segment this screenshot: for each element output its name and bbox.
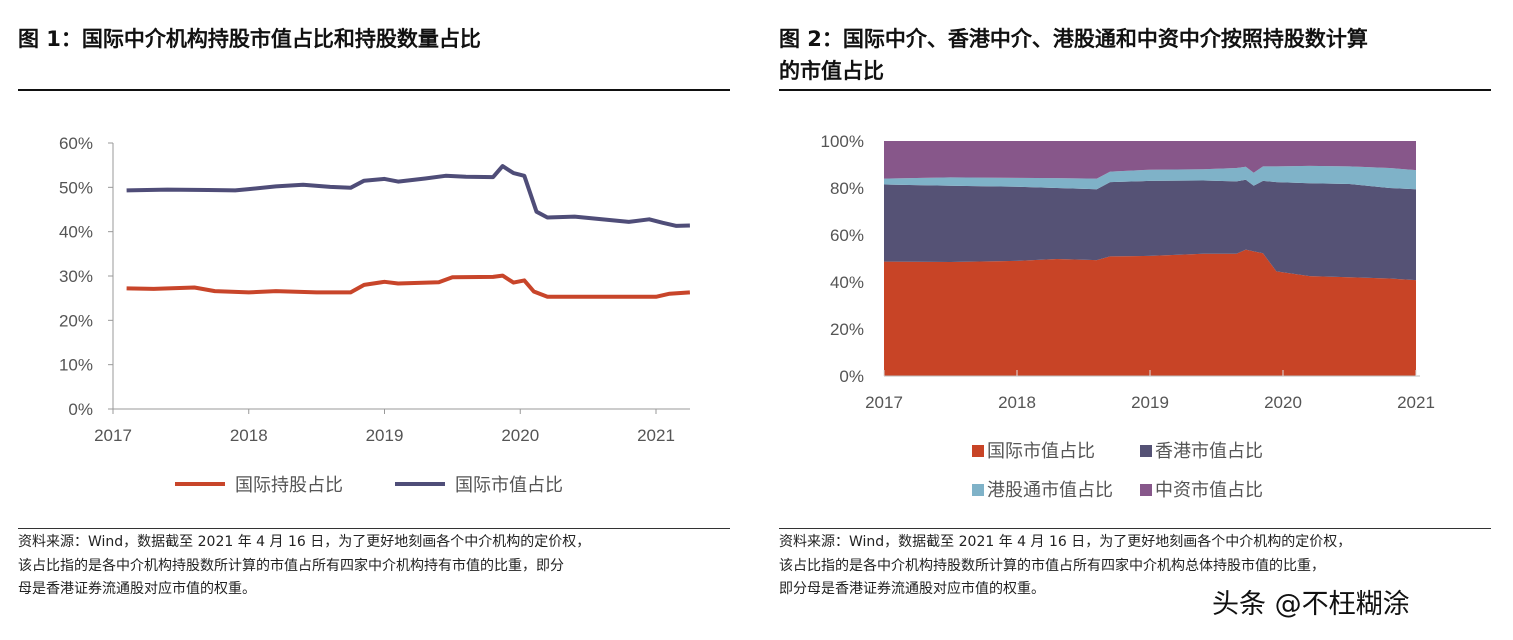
- x-tick-label: 2020: [1264, 393, 1302, 412]
- y-tick-label: 60%: [59, 134, 93, 153]
- legend-swatch: [1140, 445, 1152, 457]
- figure-2-top-rule: [779, 89, 1491, 91]
- y-tick-label: 60%: [830, 226, 864, 245]
- source-line: 母是香港证券流通股对应市值的权重。: [18, 581, 256, 597]
- x-tick-label: 2018: [998, 393, 1036, 412]
- x-tick-label: 2020: [501, 426, 539, 445]
- series-line-market-value: [126, 164, 690, 228]
- y-tick-label: 0%: [68, 400, 93, 419]
- figure-1-source: 资料来源：Wind，数据截至 2021 年 4 月 16 日，为了更好地刻画各个…: [18, 531, 590, 602]
- x-tick-label: 2019: [366, 426, 404, 445]
- figure-2-bottom-rule: [779, 528, 1491, 529]
- y-tick-label: 0%: [839, 367, 864, 386]
- y-tick-label: 100%: [821, 132, 864, 151]
- y-tick-label: 10%: [59, 356, 93, 375]
- figure-2-title-line-1: 图 2：国际中介、香港中介、港股通和中资中介按照持股数计算: [779, 27, 1368, 51]
- area-series-2: [884, 165, 1416, 190]
- figure-1-bottom-rule: [18, 528, 730, 529]
- x-tick-label: 2017: [94, 426, 132, 445]
- chart-1: 0% 10% 20% 30% 40% 50% 60% 2017 2018 2019 2020 2021…: [59, 134, 691, 496]
- source-line: 该占比指的是各中介机构持股数所计算的市值占所有四家中介机构总体持股市值的比重，: [779, 557, 1325, 574]
- y-tick-label: 30%: [59, 267, 93, 286]
- legend-swatch: [972, 484, 984, 496]
- legend-swatch: [1140, 484, 1152, 496]
- area-series-1: [884, 179, 1416, 281]
- figure-1-title: 图 1：国际中介机构持股市值占比和持股数量占比: [18, 27, 481, 51]
- legend-label: 国际市值占比: [455, 475, 563, 496]
- legend-label: 国际市值占比: [987, 441, 1095, 462]
- source-line: 资料来源：Wind，数据截至 2021 年 4 月 16 日，为了更好地刻画各个…: [18, 534, 591, 550]
- y-tick-label: 40%: [59, 223, 93, 242]
- x-tick-label: 2019: [1131, 393, 1169, 412]
- area-series-3: [884, 141, 1416, 179]
- source-line: 该占比指的是各中介机构持股数所计算的市值占所有四家中介机构持有市值的比重，即分: [18, 557, 564, 574]
- figure-2-title-line-2: 的市值占比: [779, 59, 884, 83]
- legend-label: 香港市值占比: [1155, 441, 1263, 462]
- figure-2-source: 资料来源：Wind，数据截至 2021 年 4 月 16 日，为了更好地刻画各个…: [779, 531, 1351, 602]
- figure-1-top-rule: [18, 89, 730, 91]
- series-line-shareholding: [126, 273, 691, 299]
- watermark: 头条 @不枉糊涂: [1212, 589, 1410, 620]
- legend-label: 中资市值占比: [1155, 480, 1263, 501]
- y-tick-label: 20%: [830, 320, 864, 339]
- x-tick-label: 2018: [230, 426, 268, 445]
- y-tick-label: 80%: [830, 179, 864, 198]
- y-tick-label: 20%: [59, 311, 93, 330]
- y-tick-label: 50%: [59, 178, 93, 197]
- x-tick-label: 2021: [637, 426, 675, 445]
- x-tick-label: 2021: [1397, 393, 1435, 412]
- legend-label: 国际持股占比: [235, 475, 343, 496]
- legend-label: 港股通市值占比: [987, 480, 1113, 501]
- source-line: 资料来源：Wind，数据截至 2021 年 4 月 16 日，为了更好地刻画各个…: [779, 534, 1352, 550]
- legend-swatch: [972, 445, 984, 457]
- area-series-0: [884, 249, 1416, 376]
- source-line: 即分母是香港证券流通股对应市值的权重。: [779, 581, 1045, 597]
- x-tick-label: 2017: [865, 393, 903, 412]
- y-tick-label: 40%: [830, 273, 864, 292]
